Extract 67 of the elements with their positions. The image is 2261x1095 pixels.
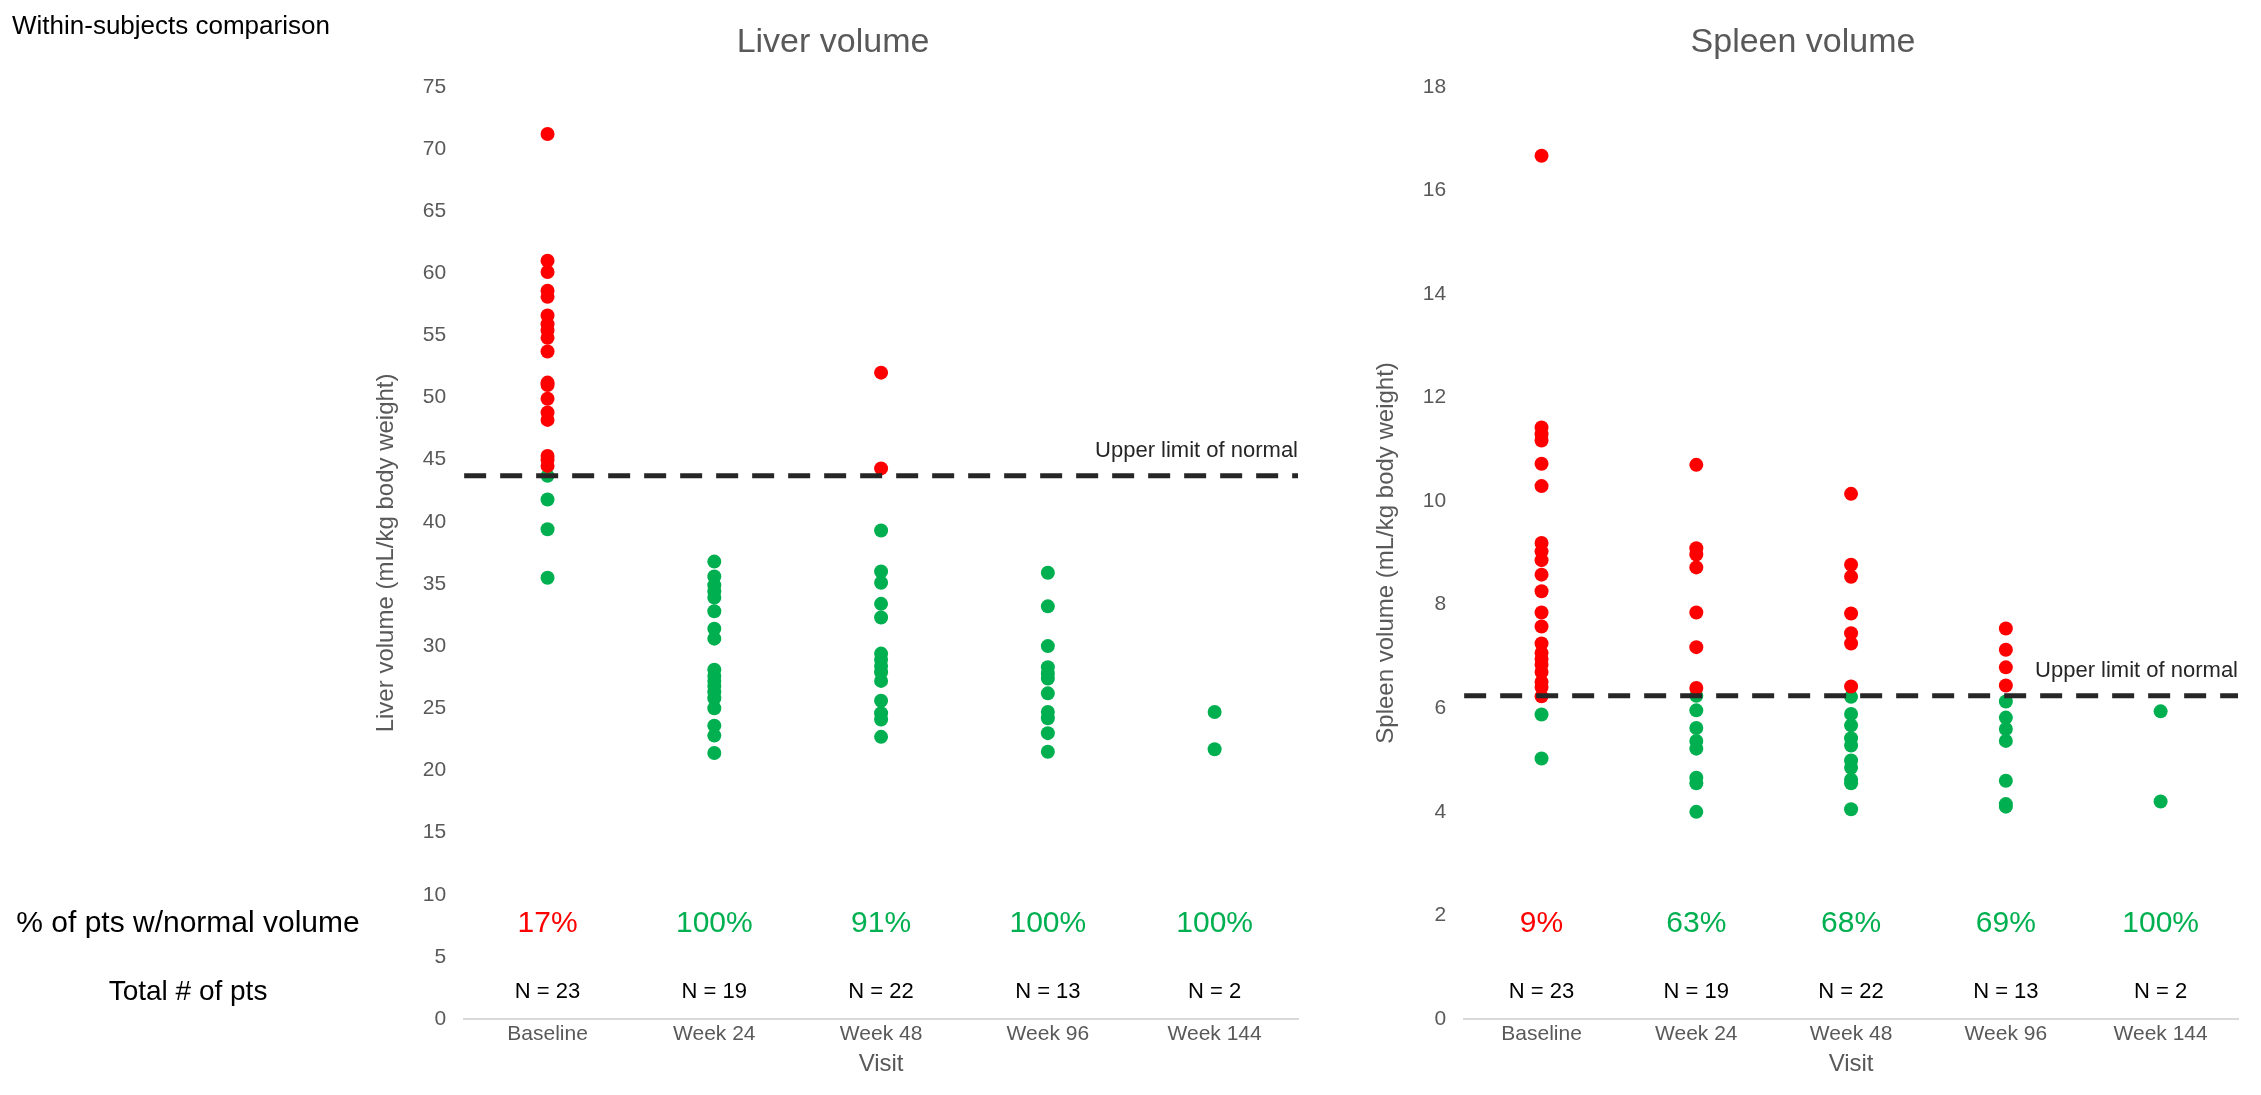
chart-title: Liver volume [736, 20, 930, 59]
y-tick-label: 6 [1434, 695, 1447, 719]
y-tick-label: 12 [1422, 384, 1447, 408]
x-tick-label: Week 24 [673, 1021, 756, 1045]
y-tick-label: 40 [422, 508, 447, 532]
y-axis-title: Spleen volume (mL/kg body weight) [1371, 362, 1399, 744]
y-tick-label: 50 [422, 384, 447, 408]
y-tick-label: 75 [422, 73, 447, 97]
x-axis-title: Visit [1828, 1049, 1874, 1077]
y-tick-label: 16 [1422, 177, 1447, 201]
text: Total # of pts [108, 974, 268, 1006]
y-tick-label: 10 [422, 881, 447, 905]
x-tick-label: Week 48 [1809, 1021, 1893, 1045]
y-tick-label: 35 [422, 570, 447, 594]
y-tick-label: 18 [1422, 73, 1447, 97]
y-tick-label: 60 [422, 260, 447, 284]
annotation: 100% [675, 905, 753, 939]
x-tick-label: Baseline [1501, 1021, 1582, 1045]
y-tick-label: 8 [1434, 591, 1447, 615]
annotation: 100% [2122, 905, 2199, 939]
x-tick-label: Week 96 [1964, 1021, 2048, 1045]
annotation: N = 2 [2134, 978, 2188, 1004]
annotation: N = 22 [848, 978, 914, 1004]
annotation: 69% [1975, 905, 2036, 939]
y-tick-label: 14 [1422, 280, 1447, 304]
y-tick-label: 2 [1434, 902, 1447, 926]
annotation: 9% [1519, 905, 1564, 939]
annotation: 100% [1176, 905, 1253, 939]
x-axis-title: Visit [858, 1049, 904, 1077]
annotation: 17% [517, 905, 578, 939]
annotation: 68% [1821, 905, 1882, 939]
y-tick-label: 4 [1434, 798, 1447, 822]
y-tick-label: 15 [422, 819, 447, 843]
ref-line-label: Upper limit of normal [1095, 436, 1298, 462]
x-tick-label: Week 96 [1006, 1021, 1090, 1045]
annotation: N = 13 [1973, 978, 2039, 1004]
y-tick-label: 55 [422, 322, 447, 346]
x-tick-label: Week 48 [839, 1021, 923, 1045]
y-tick-label: 45 [422, 446, 447, 470]
y-axis-title: Liver volume (mL/kg body weight) [371, 373, 399, 733]
x-tick-label: Week 24 [1655, 1021, 1738, 1045]
x-tick-label: Week 144 [2113, 1021, 2209, 1045]
chart-title: Spleen volume [1690, 20, 1916, 59]
y-tick-label: 65 [422, 197, 447, 221]
annotation: N = 13 [1015, 978, 1081, 1004]
y-tick-label: 30 [422, 632, 447, 656]
annotation: 100% [1009, 905, 1087, 939]
y-tick-label: 10 [1422, 487, 1447, 511]
y-tick-label: 0 [434, 1005, 447, 1029]
y-tick-label: 70 [422, 135, 447, 159]
annotation: N = 23 [514, 978, 581, 1004]
annotation: N = 23 [1508, 978, 1575, 1004]
y-tick-label: 5 [434, 943, 447, 967]
text: % of pts w/normal volume [16, 905, 360, 939]
x-tick-label: Baseline [507, 1021, 588, 1045]
text: Within-subjects comparison [12, 10, 330, 41]
ref-line-label: Upper limit of normal [2035, 656, 2238, 682]
annotation: N = 19 [1663, 978, 1730, 1004]
annotation: 91% [851, 905, 912, 939]
annotation: 63% [1666, 905, 1727, 939]
annotation: N = 22 [1818, 978, 1884, 1004]
annotation: N = 2 [1188, 978, 1242, 1004]
y-tick-label: 25 [422, 695, 447, 719]
y-tick-label: 20 [422, 757, 447, 781]
y-tick-label: 0 [1434, 1005, 1447, 1029]
annotation: N = 19 [681, 978, 748, 1004]
x-tick-label: Week 144 [1167, 1021, 1263, 1045]
